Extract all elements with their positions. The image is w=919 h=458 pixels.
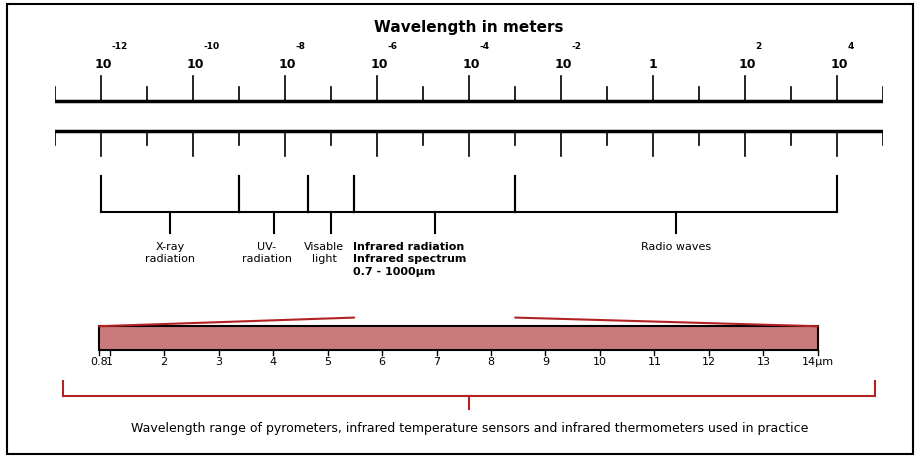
Text: 2: 2 [754,42,761,51]
Text: 1: 1 [648,58,657,71]
Text: -10: -10 [203,42,220,51]
Text: 4: 4 [269,357,277,367]
Text: -2: -2 [571,42,581,51]
Text: X-ray
radiation: X-ray radiation [145,242,195,264]
Text: 8: 8 [487,357,494,367]
Text: UV-
radiation: UV- radiation [242,242,291,264]
Text: 10: 10 [94,58,112,71]
Text: 13: 13 [755,357,769,367]
Text: 1: 1 [106,357,113,367]
Text: 12: 12 [701,357,715,367]
Text: 4: 4 [846,42,853,51]
Text: 3: 3 [215,357,221,367]
Text: Wavelength range of pyrometers, infrared temperature sensors and infrared thermo: Wavelength range of pyrometers, infrared… [130,422,807,435]
Text: 5: 5 [323,357,331,367]
Text: 11: 11 [647,357,661,367]
Text: 10: 10 [737,58,755,71]
Text: Infrared radiation
Infrared spectrum
0.7 - 1000μm: Infrared radiation Infrared spectrum 0.7… [352,242,466,277]
Text: 0.8: 0.8 [90,357,108,367]
Text: 7: 7 [433,357,439,367]
Text: Visable
light: Visable light [304,242,344,264]
Text: 2: 2 [161,357,167,367]
Text: 14μm: 14μm [800,357,833,367]
Text: 10: 10 [592,357,607,367]
Text: 9: 9 [541,357,549,367]
Text: Radio waves: Radio waves [641,242,710,252]
Text: 10: 10 [278,58,296,71]
Bar [98,326,817,350]
Text: 10: 10 [369,58,388,71]
Text: 10: 10 [829,58,847,71]
Text: -8: -8 [295,42,305,51]
Text: 10: 10 [461,58,480,71]
Text: 10: 10 [186,58,204,71]
Text: -4: -4 [479,42,489,51]
Text: 6: 6 [378,357,385,367]
Text: Wavelength in meters: Wavelength in meters [374,20,563,35]
Text: -6: -6 [387,42,397,51]
Text: -12: -12 [111,42,128,51]
Text: 10: 10 [553,58,572,71]
